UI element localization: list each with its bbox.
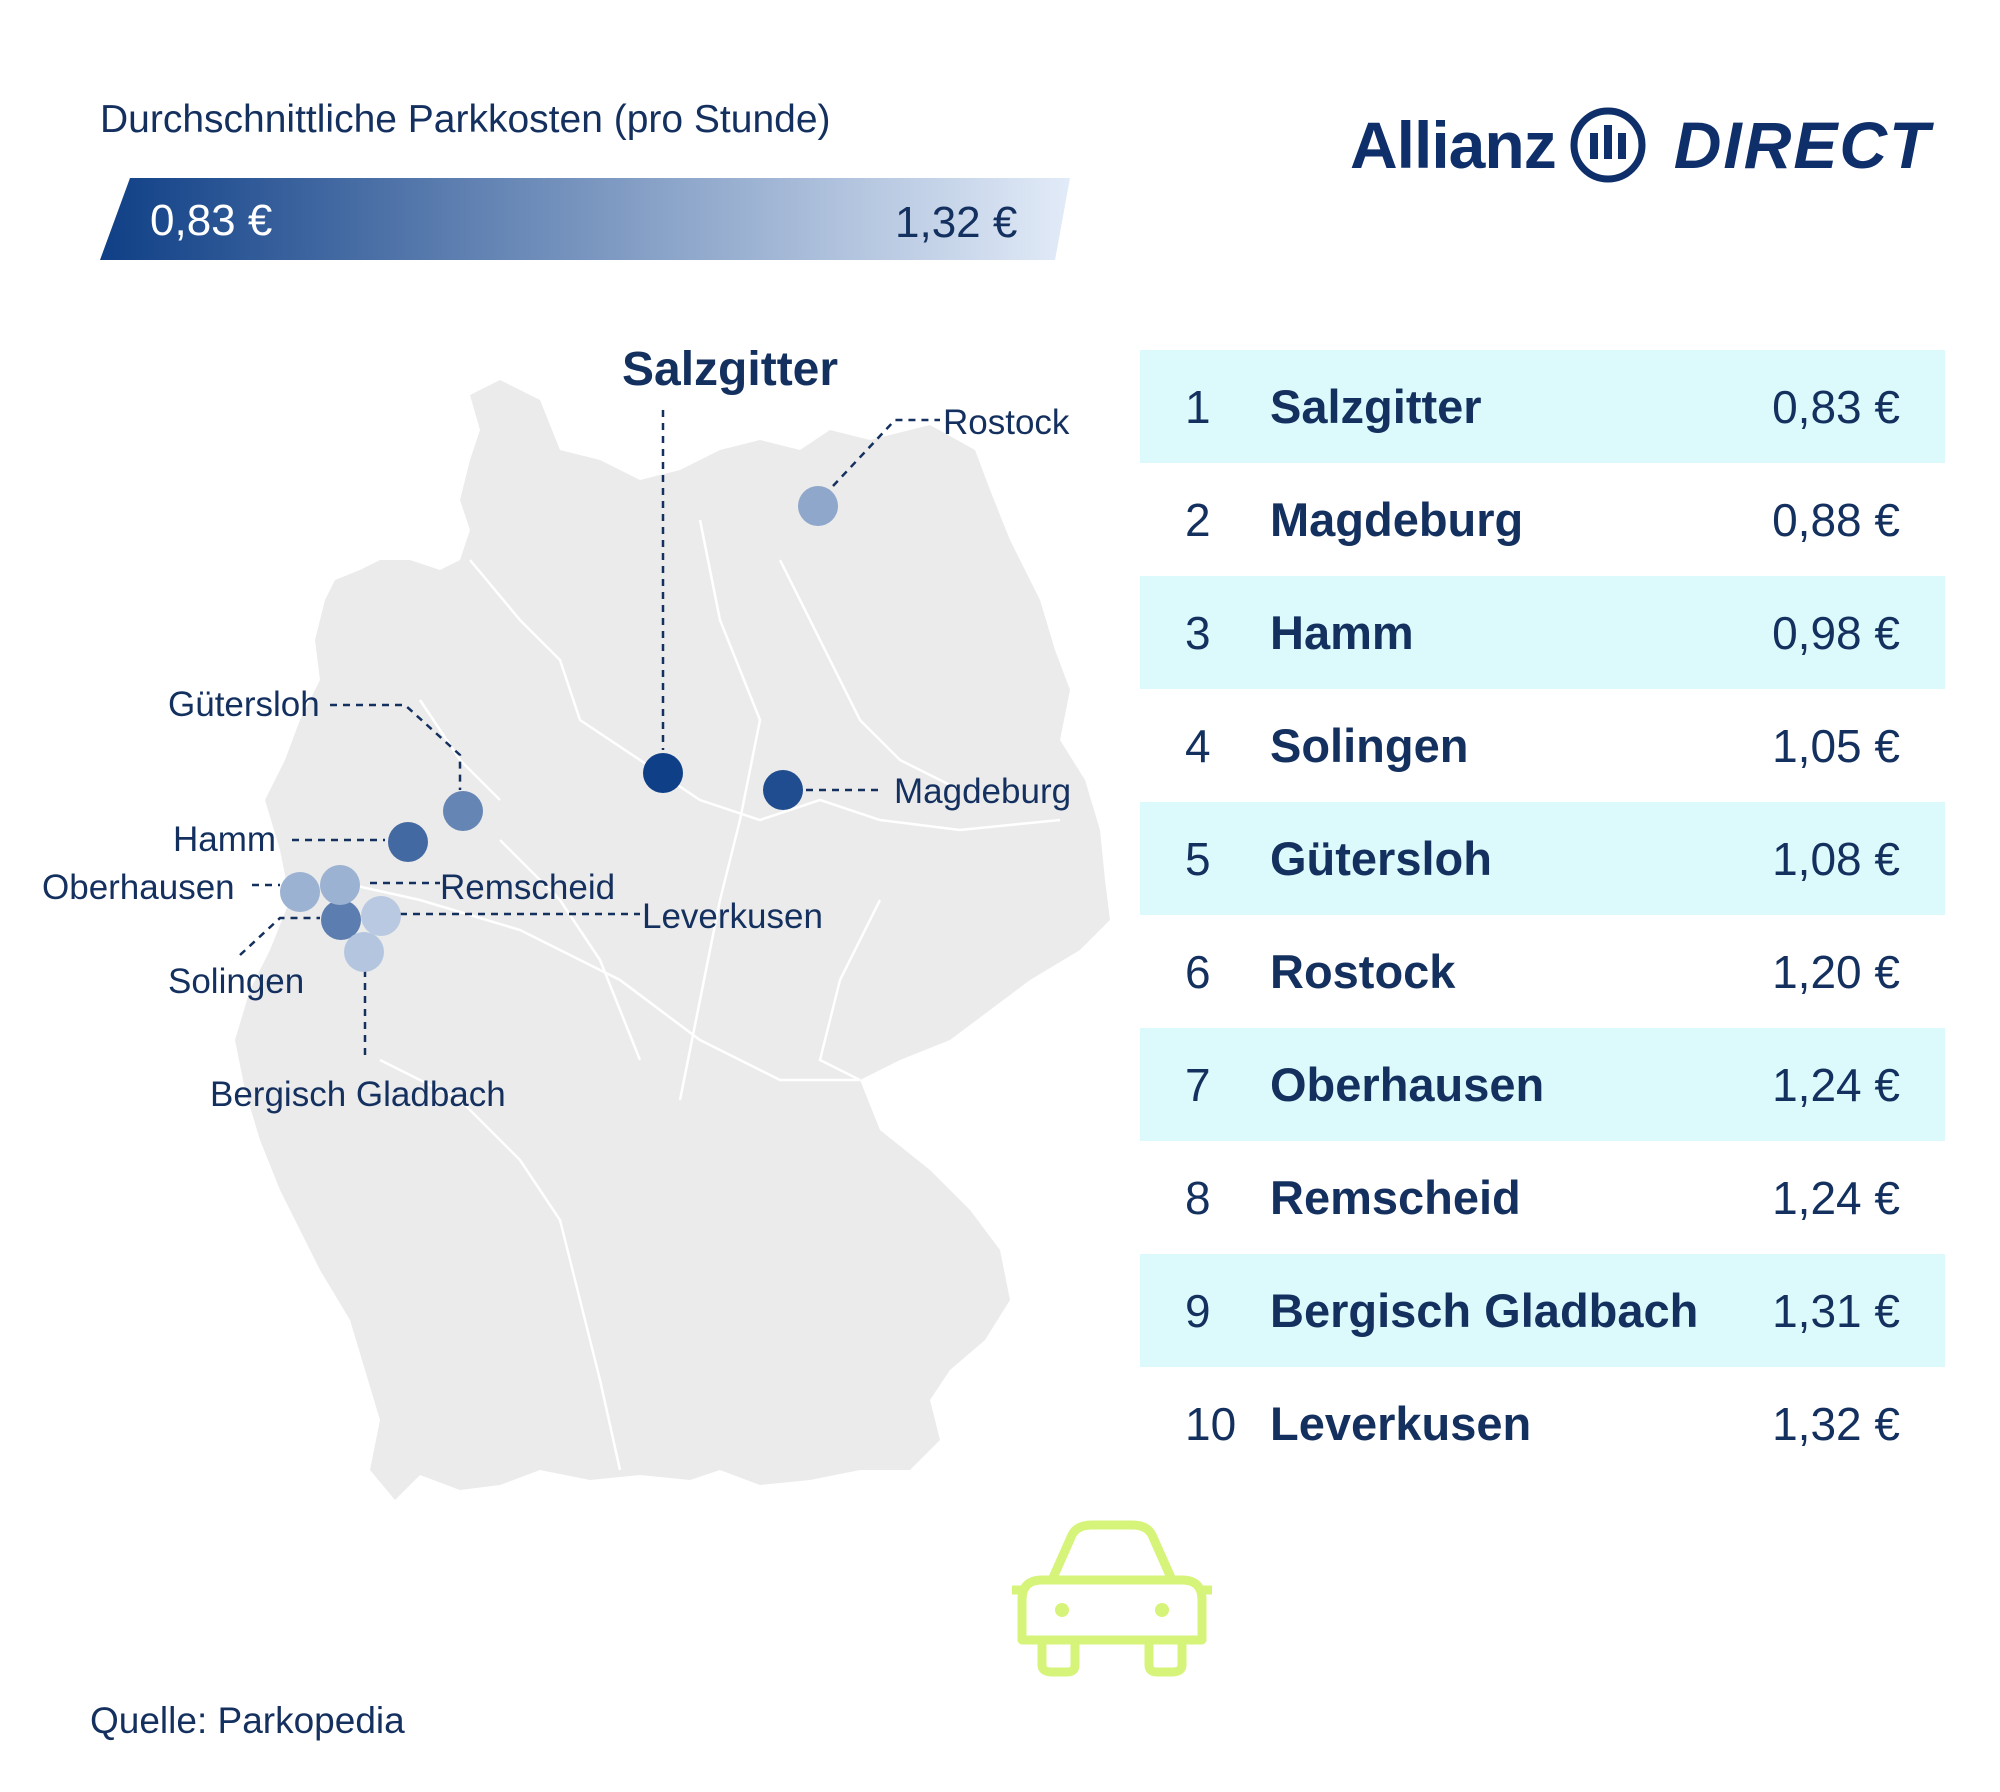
connector-guetersloh xyxy=(330,703,462,790)
logo-product: DIRECT xyxy=(1673,108,1932,182)
rank-city: Bergisch Gladbach xyxy=(1270,1284,1699,1337)
city-dots xyxy=(280,486,838,972)
city-dot-solingen xyxy=(321,900,361,940)
rank-city: Hamm xyxy=(1270,606,1414,659)
map-label-hamm: Hamm xyxy=(173,820,277,859)
rank-city: Oberhausen xyxy=(1270,1058,1545,1111)
ranking-table: 1 Salzgitter 0,83 € 2 Magdeburg 0,88 € 3 Hamm 0,… xyxy=(1140,350,1945,1480)
germany-map xyxy=(0,330,1140,1530)
ranking-row: 1 Salzgitter 0,83 € xyxy=(1140,350,1945,463)
map-label-leverkusen: Leverkusen xyxy=(642,897,823,936)
rank-number: 5 xyxy=(1185,832,1211,885)
rank-number: 2 xyxy=(1185,493,1211,546)
connector-rostock xyxy=(832,418,940,487)
car-icon xyxy=(1012,1520,1212,1677)
map-label-bergisch-gladbach: Bergisch Gladbach xyxy=(210,1075,506,1114)
rank-number: 6 xyxy=(1185,945,1211,998)
ranking-row: 9 Bergisch Gladbach 1,31 € xyxy=(1140,1254,1945,1367)
allianz-eagle-icon xyxy=(1570,107,1646,183)
city-dot-salzgitter xyxy=(643,753,683,793)
rank-price: 1,32 € xyxy=(1772,1397,1900,1450)
map-label-rostock: Rostock xyxy=(943,403,1070,442)
ranking-row: 3 Hamm 0,98 € xyxy=(1140,576,1945,689)
city-dot-magdeburg xyxy=(763,770,803,810)
ranking-row: 2 Magdeburg 0,88 € xyxy=(1140,463,1945,576)
rank-price: 1,20 € xyxy=(1772,945,1900,998)
rank-city: Magdeburg xyxy=(1270,493,1524,546)
ranking-row: 4 Solingen 1,05 € xyxy=(1140,689,1945,802)
city-dot-oberhausen xyxy=(280,872,320,912)
rank-number: 8 xyxy=(1185,1171,1211,1224)
rank-city: Solingen xyxy=(1270,719,1469,772)
legend-gradient-bar xyxy=(100,178,1070,260)
rank-city: Salzgitter xyxy=(1270,380,1482,433)
connector-lines xyxy=(239,410,940,1058)
ranking-row: 5 Gütersloh 1,08 € xyxy=(1140,802,1945,915)
rank-number: 4 xyxy=(1185,719,1211,772)
city-dot-hamm xyxy=(388,822,428,862)
city-dot-remscheid xyxy=(320,865,360,905)
rank-number: 7 xyxy=(1185,1058,1211,1111)
map-label-salzgitter: Salzgitter xyxy=(622,343,839,396)
ranking-row: 6 Rostock 1,20 € xyxy=(1140,915,1945,1028)
state-borders xyxy=(329,519,1061,1471)
map-label-magdeburg: Magdeburg xyxy=(894,772,1072,811)
ranking-row: 7 Oberhausen 1,24 € xyxy=(1140,1028,1945,1141)
connector-solingen xyxy=(239,916,320,956)
germany-outline xyxy=(235,380,1110,1500)
city-dot-gütersloh xyxy=(443,791,483,831)
city-dot-bergisch-gladbach xyxy=(344,932,384,972)
rank-number: 9 xyxy=(1185,1284,1211,1337)
rank-price: 0,98 € xyxy=(1772,606,1900,659)
rank-price: 1,24 € xyxy=(1772,1058,1900,1111)
rank-price: 1,08 € xyxy=(1772,832,1900,885)
legend-max-label: 1,32 € xyxy=(895,198,1018,247)
city-dot-rostock xyxy=(798,486,838,526)
allianz-direct-logo: Allianz DIRECT xyxy=(1350,100,1931,190)
map-label-remscheid: Remscheid xyxy=(440,868,616,907)
ranking-row: 8 Remscheid 1,24 € xyxy=(1140,1141,1945,1254)
rank-city: Remscheid xyxy=(1270,1171,1521,1224)
rank-city: Leverkusen xyxy=(1270,1397,1532,1450)
rank-city: Rostock xyxy=(1270,945,1456,998)
source-note: Quelle: Parkopedia xyxy=(90,1700,405,1741)
rank-number: 1 xyxy=(1185,380,1211,433)
rank-price: 1,24 € xyxy=(1772,1171,1900,1224)
germany-land xyxy=(235,380,1110,1500)
ranking-row: 10 Leverkusen 1,32 € xyxy=(1140,1367,1945,1480)
rank-price: 1,31 € xyxy=(1772,1284,1900,1337)
rank-number: 10 xyxy=(1185,1397,1237,1450)
rank-price: 1,05 € xyxy=(1772,719,1900,772)
legend-title: Durchschnittliche Parkkosten (pro Stunde… xyxy=(100,98,831,141)
map-label-solingen: Solingen xyxy=(168,962,305,1001)
map-label-guetersloh: Gütersloh xyxy=(168,685,320,724)
logo-brand: Allianz xyxy=(1350,108,1557,182)
legend-min-label: 0,83 € xyxy=(150,196,273,245)
city-dot-leverkusen xyxy=(361,896,401,936)
map-label-oberhausen: Oberhausen xyxy=(42,868,235,907)
rank-city: Gütersloh xyxy=(1270,832,1492,885)
rank-price: 0,88 € xyxy=(1772,493,1900,546)
rank-price: 0,83 € xyxy=(1772,380,1900,433)
rank-number: 3 xyxy=(1185,606,1211,659)
